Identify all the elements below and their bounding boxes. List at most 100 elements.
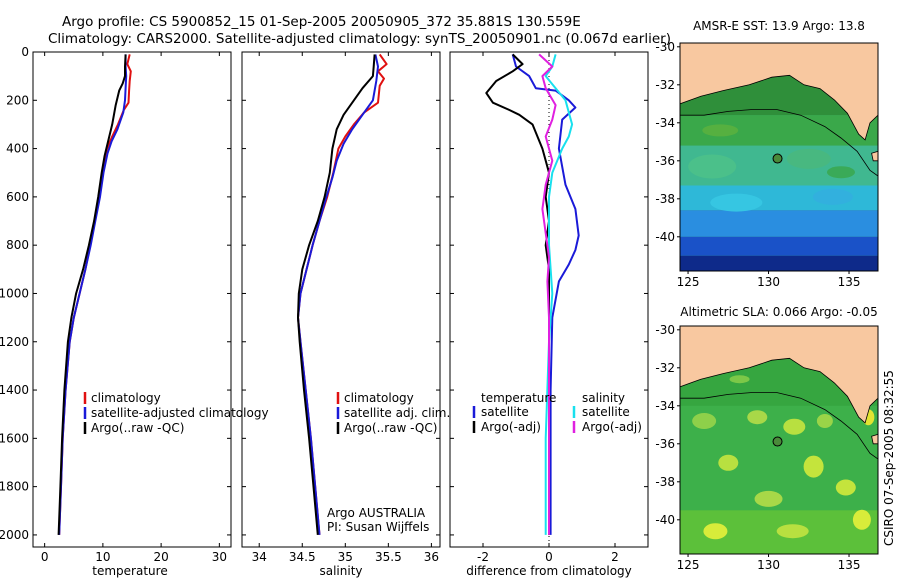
legend-label-temperature-argo: Argo(-adj) — [481, 420, 541, 434]
legend-label-argo: Argo(..raw -QC) — [344, 421, 437, 435]
map-frame — [679, 42, 879, 272]
float-position-marker — [772, 436, 783, 447]
land-mass — [680, 326, 878, 424]
series-line-argo-raw-qc- — [57, 54, 127, 535]
header-line-2: Climatology: CARS2000. Satellite-adjuste… — [48, 31, 671, 47]
x-tick-label: 2 — [611, 550, 619, 564]
temperature-legend: climatology satellite-adjusted climatolo… — [83, 391, 269, 435]
y-tick-label: 1000 — [0, 286, 29, 300]
lat-tick-label: -30 — [655, 323, 675, 337]
lon-tick-label: 130 — [757, 275, 780, 289]
lat-tick-label: -34 — [655, 399, 675, 413]
series-line-satellite-adj-clim- — [297, 54, 379, 535]
x-tick-label: -2 — [477, 550, 489, 564]
x-tick-label: 20 — [153, 550, 168, 564]
field-patch — [729, 375, 750, 384]
lon-tick-label: 125 — [677, 275, 700, 289]
map-frame — [679, 325, 879, 555]
pi-annotation: PI: Susan Wijffels — [327, 520, 429, 534]
series-line-satellite-adjusted-climatology — [58, 54, 128, 535]
lat-tick-label: -40 — [655, 513, 675, 527]
legend-label-temperature-satellite: satellite — [481, 405, 529, 419]
field-patch — [803, 455, 824, 478]
legend-label-satellite: satellite adj. clim. — [344, 406, 450, 420]
y-tick-label: 2000 — [0, 528, 29, 542]
field-patch — [812, 188, 853, 205]
field-patch — [776, 524, 809, 539]
field-patch — [703, 523, 728, 540]
x-tick-label: 35 — [338, 550, 353, 564]
sla-map: -30 -32 -34 -36 -38 -40 125 130 135 — [655, 323, 879, 572]
series-line-temperature-satellite — [511, 54, 580, 535]
kangaroo-island — [871, 433, 878, 445]
lon-tick-label: 135 — [838, 275, 861, 289]
x-tick-label: 0 — [545, 550, 553, 564]
field-patch — [816, 414, 833, 428]
series-group — [485, 53, 580, 535]
legend-label-satellite: satellite-adjusted climatology — [91, 406, 269, 420]
salinity-legend: climatology satellite adj. clim. Argo(..… — [336, 391, 450, 435]
series-line-argo-raw-qc- — [297, 54, 376, 535]
lat-tick-label: -38 — [655, 192, 675, 206]
field-patch — [718, 454, 739, 471]
lat-tick-label: -40 — [655, 230, 675, 244]
lat-tick-label: -36 — [655, 154, 675, 168]
y-tick-label: 1200 — [0, 335, 29, 349]
argo-australia-annotation: Argo AUSTRALIA — [327, 506, 426, 520]
depth-contour — [680, 109, 878, 177]
y-tick-label: 1600 — [0, 431, 29, 445]
x-tick-label: 0 — [41, 550, 49, 564]
field-patch — [754, 490, 783, 507]
sst-map-title: AMSR-E SST: 13.9 Argo: 13.8 — [693, 19, 865, 33]
float-position-marker — [772, 153, 783, 164]
field-patch — [835, 479, 856, 496]
map-field — [680, 43, 878, 271]
y-tick-label: 400 — [6, 142, 29, 156]
difference-profile-panel: -2 0 2 — [449, 51, 649, 564]
x-tick-label: 10 — [95, 550, 110, 564]
series-line-temperature-argo-adj- — [485, 53, 550, 535]
salinity-xlabel: salinity — [319, 564, 362, 578]
y-tick-label: 800 — [6, 238, 29, 252]
plot-frame — [32, 51, 232, 548]
csiro-timestamp: CSIRO 07-Sep-2005 08:32:55 — [882, 370, 896, 546]
map-field — [680, 326, 878, 554]
series-line-salinity-argo-adj- — [538, 53, 557, 535]
field-patch — [826, 166, 855, 179]
field-patch — [852, 509, 871, 530]
lon-tick-label: 125 — [677, 558, 700, 572]
field-patch — [710, 193, 763, 212]
temperature-profile-panel: 0 200 400 600 800 1000 1200 1400 1600 1800 2000 0 10… — [0, 45, 232, 564]
x-tick-label: 30 — [212, 550, 227, 564]
y-tick-label: 600 — [6, 190, 29, 204]
field-patch — [692, 413, 717, 429]
field-patch — [783, 418, 806, 435]
field-band — [680, 255, 878, 271]
series-group — [57, 54, 132, 535]
sst-map: -30 -32 -34 -36 -38 -40 125 130 135 — [655, 40, 879, 289]
y-tick-label: 1400 — [0, 383, 29, 397]
legend-label-climatology: climatology — [91, 391, 161, 405]
lon-tick-label: 135 — [838, 558, 861, 572]
field-band — [680, 236, 878, 256]
legend-label-salinity-satellite: satellite — [582, 405, 630, 419]
legend-label-climatology: climatology — [344, 391, 414, 405]
field-band — [680, 210, 878, 237]
lat-tick-label: -34 — [655, 116, 675, 130]
legend-label-argo: Argo(..raw -QC) — [91, 421, 184, 435]
series-group — [297, 53, 388, 535]
x-tick-label: 34.5 — [289, 550, 316, 564]
x-tick-label: 34 — [252, 550, 267, 564]
temperature-xlabel: temperature — [92, 564, 167, 578]
legend-heading-salinity: salinity — [582, 391, 625, 405]
lat-tick-label: -36 — [655, 437, 675, 451]
kangaroo-island — [871, 150, 878, 162]
lon-tick-label: 130 — [757, 558, 780, 572]
header-line-1: Argo profile: CS 5900852_15 01-Sep-2005 … — [62, 14, 581, 30]
y-tick-label: 200 — [6, 93, 29, 107]
plot-frame — [241, 51, 441, 548]
lat-tick-label: -38 — [655, 475, 675, 489]
legend-label-salinity-argo: Argo(-adj) — [582, 420, 642, 434]
lat-tick-label: -32 — [655, 78, 675, 92]
